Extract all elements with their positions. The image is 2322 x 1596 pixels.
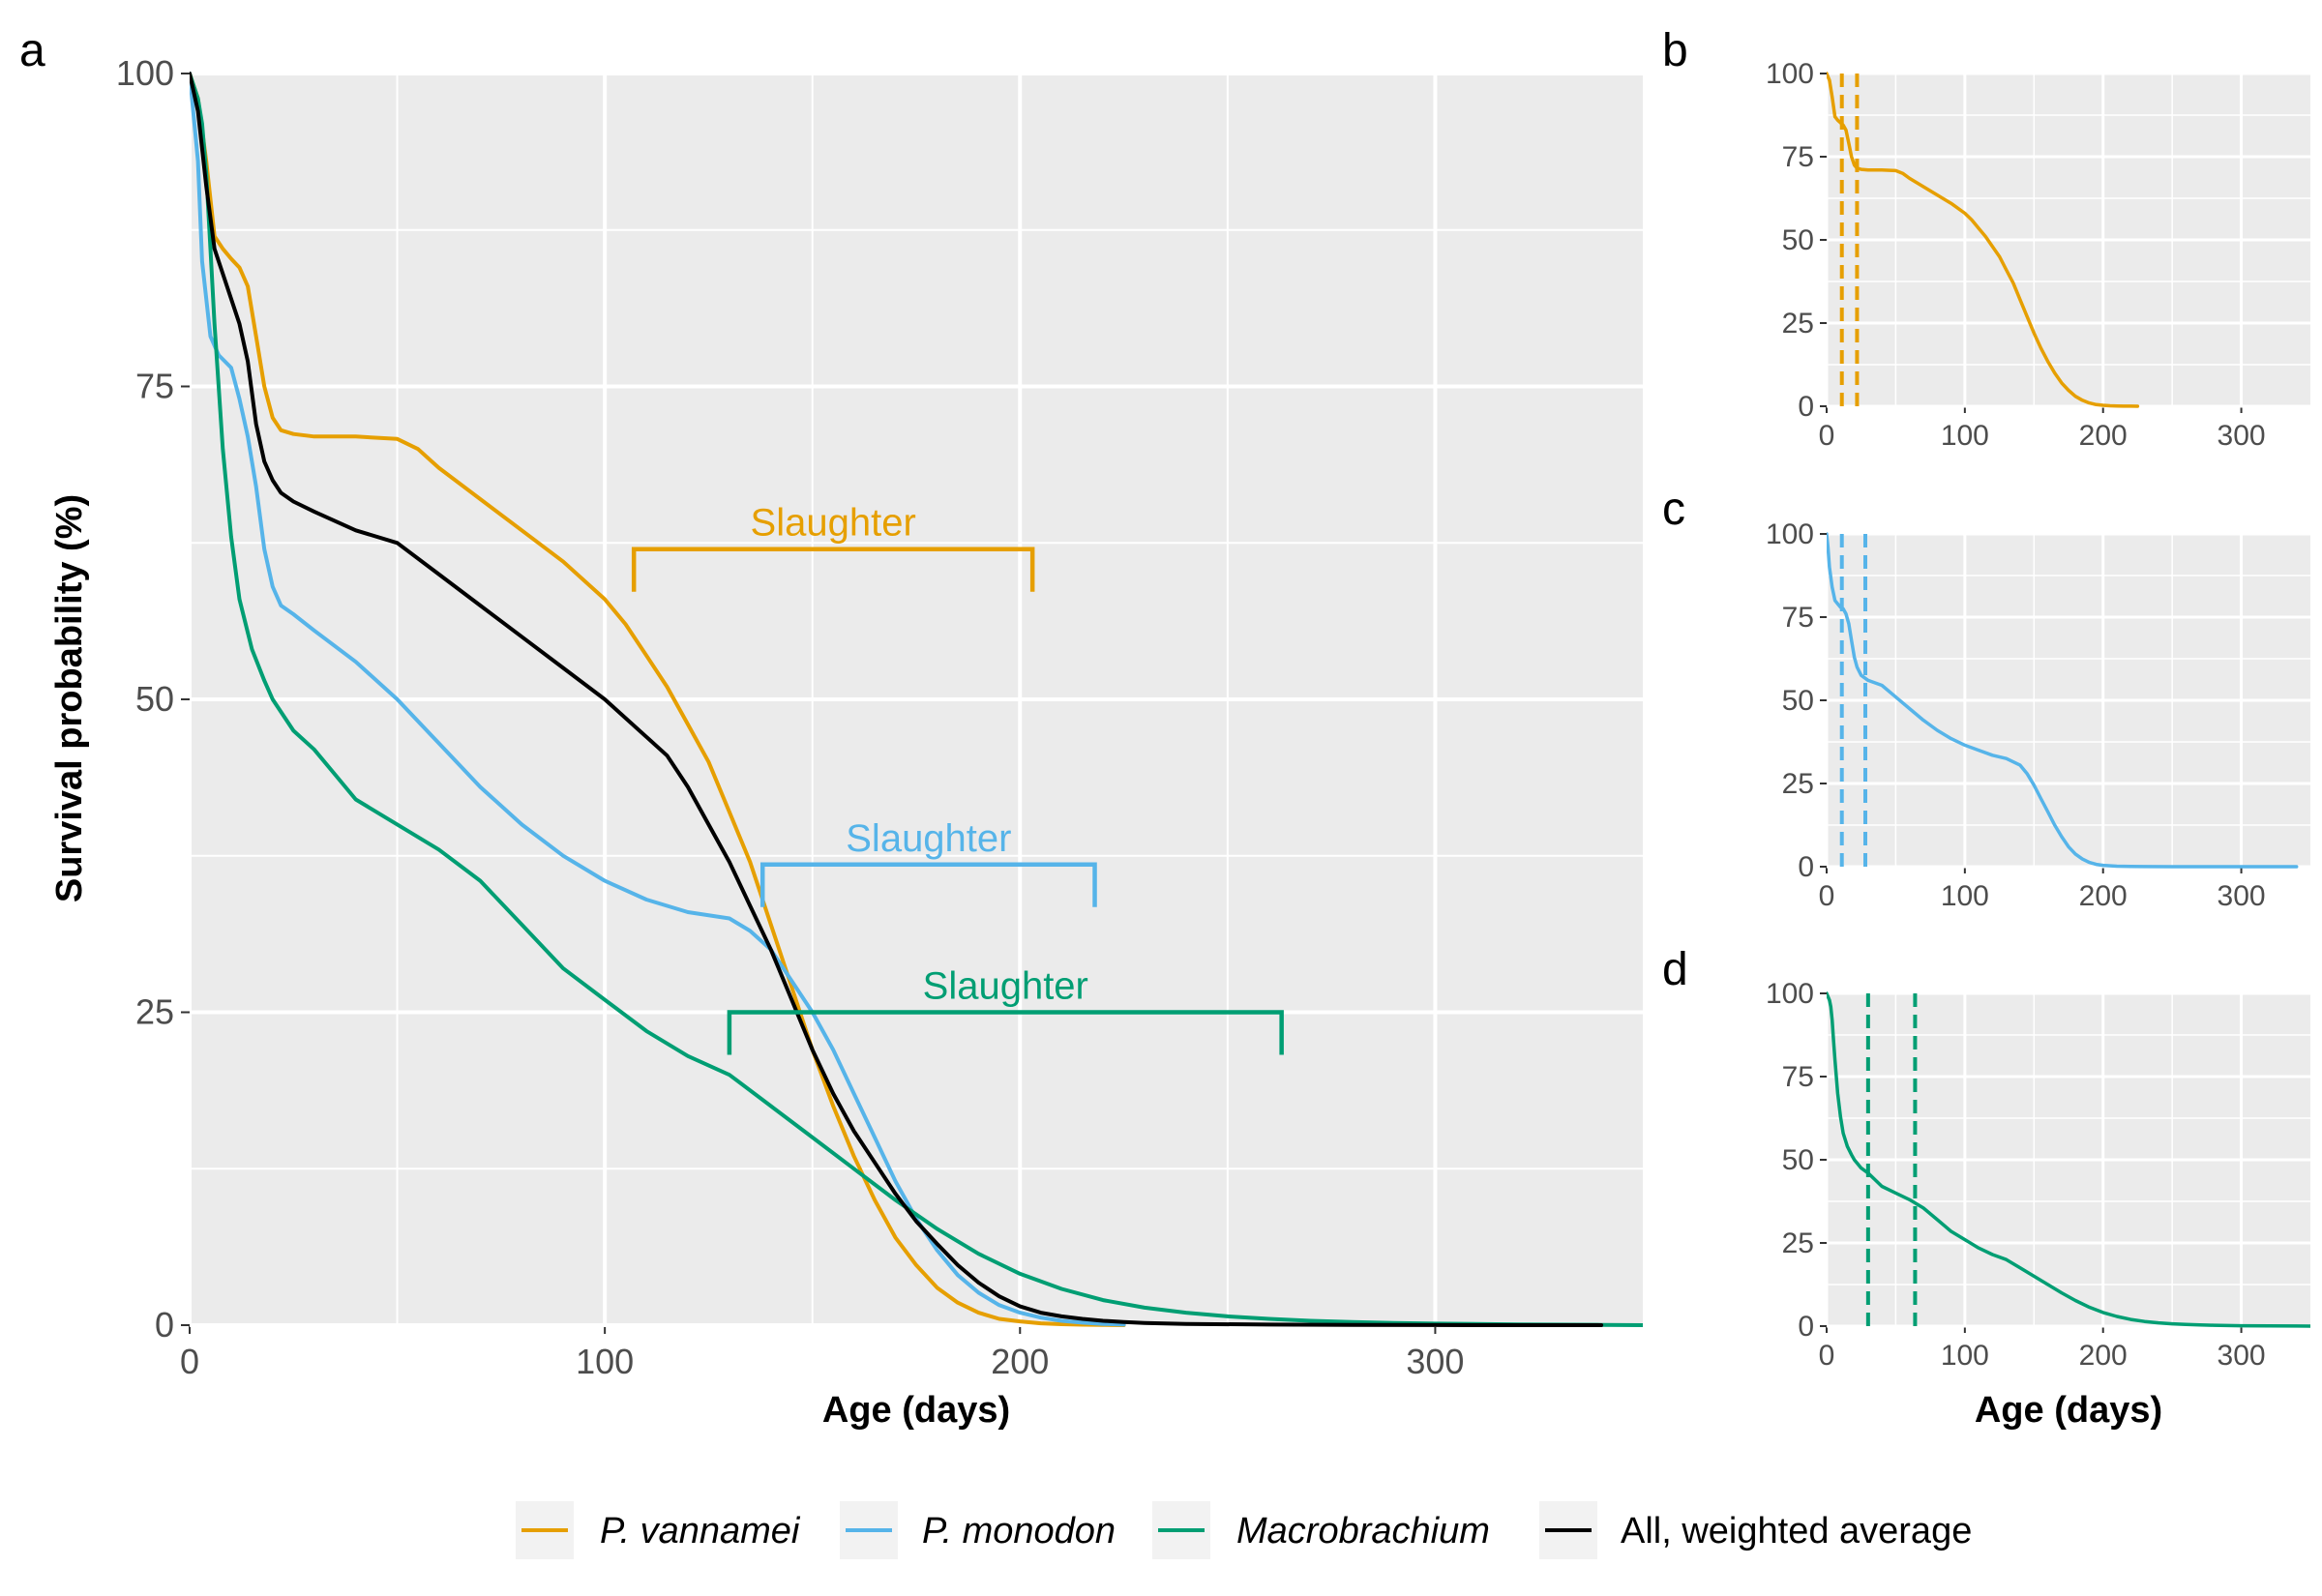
y-tick-label: 75 — [1782, 602, 1814, 634]
x-tick-label: 300 — [1406, 1342, 1464, 1381]
y-tick-label: 100 — [1766, 518, 1814, 550]
panel-d: 0 100 200 300 0 25 50 75 100 — [1766, 978, 2310, 1372]
y-tick-label: 100 — [1766, 58, 1814, 90]
series-line-macrobrachium — [1827, 991, 2310, 1328]
panel-label-a: a — [19, 25, 45, 76]
y-tick-label: 50 — [1782, 224, 1814, 256]
series-line-monodon — [1827, 532, 2299, 869]
slaughter-label-macrobrachium: Slaughter — [923, 965, 1088, 1008]
panel-a: 0 100 200 300 0 25 50 75 100 Slaughter Slaughter Sl… — [116, 53, 1643, 1381]
x-tick-label: 200 — [2079, 420, 2128, 452]
series-line-average — [190, 72, 1604, 1327]
y-tick-label: 25 — [135, 992, 174, 1032]
series-line-macrobrachium — [190, 72, 1643, 1327]
y-tick-label: 25 — [1782, 308, 1814, 340]
x-tick-label: 0 — [1819, 880, 1835, 912]
y-tick-label: 50 — [135, 679, 174, 719]
y-axis-title-main: Survival probability (%) — [49, 494, 90, 902]
x-tick-label: 200 — [991, 1342, 1049, 1381]
x-tick-label: 100 — [1941, 420, 1989, 452]
slaughter-bracket-monodon — [759, 862, 1097, 907]
slaughter-bracket-vannamei — [631, 547, 1035, 592]
x-tick-label: 0 — [180, 1342, 199, 1381]
x-tick-label: 300 — [2218, 880, 2266, 912]
x-tick-label: 0 — [1819, 420, 1835, 452]
y-tick-label: 50 — [1782, 1144, 1814, 1176]
y-tick-label: 25 — [1782, 768, 1814, 800]
legend-label-monodon: P. monodon — [922, 1511, 1116, 1552]
slaughter-bracket-macrobrachium — [727, 1010, 1284, 1055]
x-tick-label: 0 — [1819, 1340, 1835, 1372]
slaughter-label-monodon: Slaughter — [846, 817, 1011, 860]
y-tick-label: 100 — [116, 53, 174, 93]
y-tick-label: 0 — [1798, 391, 1814, 423]
y-tick-label: 0 — [155, 1305, 174, 1345]
x-tick-label: 300 — [2218, 1340, 2266, 1372]
y-tick-label: 0 — [1798, 1311, 1814, 1343]
y-tick-label: 75 — [135, 367, 174, 406]
x-tick-label: 200 — [2079, 880, 2128, 912]
legend: P. vannamei P. monodon Macrobrachium All, w… — [516, 1501, 1972, 1559]
legend-label-average: All, weighted average — [1621, 1511, 1972, 1552]
series-line-vannamei — [1827, 72, 2140, 408]
x-tick-label: 200 — [2079, 1340, 2128, 1372]
series-line-vannamei — [190, 72, 1126, 1327]
y-tick-label: 0 — [1798, 851, 1814, 883]
y-tick-label: 50 — [1782, 685, 1814, 717]
y-tick-label: 75 — [1782, 1061, 1814, 1093]
y-tick-label: 25 — [1782, 1227, 1814, 1259]
x-tick-label: 100 — [1941, 1340, 1989, 1372]
panel-label-c: c — [1662, 484, 1685, 535]
legend-label-macrobrachium: Macrobrachium — [1236, 1511, 1490, 1552]
panel-label-d: d — [1662, 944, 1688, 995]
panel-label-b: b — [1662, 25, 1688, 76]
y-tick-label: 100 — [1766, 978, 1814, 1010]
panel-b: 0 100 200 300 0 25 50 75 100 — [1766, 58, 2310, 452]
slaughter-label-vannamei: Slaughter — [751, 502, 916, 545]
x-tick-label: 300 — [2218, 420, 2266, 452]
panel-c: 0 100 200 300 0 25 50 75 100 — [1766, 518, 2310, 912]
x-tick-label: 100 — [1941, 880, 1989, 912]
legend-label-vannamei: P. vannamei — [600, 1511, 801, 1552]
y-tick-label: 75 — [1782, 141, 1814, 173]
x-axis-title-side: Age (days) — [1975, 1390, 2162, 1431]
x-axis-title-main: Age (days) — [822, 1390, 1010, 1431]
series-line-monodon — [190, 72, 1126, 1327]
x-tick-label: 100 — [576, 1342, 634, 1381]
